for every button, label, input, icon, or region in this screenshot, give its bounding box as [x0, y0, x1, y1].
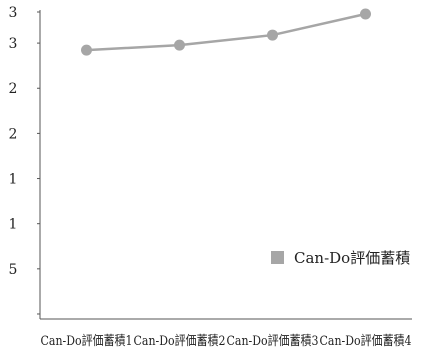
y-tick: 3 [9, 36, 40, 52]
y-tick-label: 5 [9, 262, 18, 278]
y-tick: 1 [9, 217, 40, 233]
y-axis-ticks: 5 1 1 2 2 3 3 [9, 5, 40, 315]
y-tick: 2 [9, 126, 40, 142]
y-tick-label: 3 [9, 36, 18, 52]
y-tick: 3 [9, 5, 40, 21]
y-tick: 2 [9, 81, 40, 97]
y-tick: 1 [9, 172, 40, 188]
y-tick-label: 1 [9, 172, 18, 188]
x-tick-label: Can-Do評価蓄積1 [41, 334, 133, 349]
legend: Can-Do評価蓄積 [271, 249, 410, 267]
data-point [174, 39, 185, 51]
x-tick-label: Can-Do評価蓄積4 [320, 334, 412, 349]
data-point [81, 44, 92, 56]
legend-swatch [271, 251, 284, 264]
x-tick: Can-Do評価蓄積1 [41, 334, 133, 349]
data-point [360, 8, 371, 20]
y-tick-label: 2 [9, 81, 18, 97]
y-tick-label: 2 [9, 126, 18, 142]
x-tick-label: Can-Do評価蓄積3 [227, 334, 319, 349]
series-layer [81, 8, 371, 56]
x-tick-label: Can-Do評価蓄積2 [134, 334, 226, 349]
y-tick-label: 1 [9, 217, 18, 233]
y-tick: 5 [9, 262, 40, 278]
axes [39, 10, 412, 320]
x-tick: Can-Do評価蓄積4 [320, 334, 412, 349]
legend-label: Can-Do評価蓄積 [294, 249, 410, 267]
x-tick: Can-Do評価蓄積3 [227, 334, 319, 349]
series-line [86, 12, 366, 52]
x-tick: Can-Do評価蓄積2 [134, 334, 226, 349]
y-tick-label: 3 [9, 5, 18, 21]
data-point [267, 29, 278, 41]
x-axis-ticks: Can-Do評価蓄積1 Can-Do評価蓄積2 Can-Do評価蓄積3 Can-Do評… [41, 334, 412, 349]
